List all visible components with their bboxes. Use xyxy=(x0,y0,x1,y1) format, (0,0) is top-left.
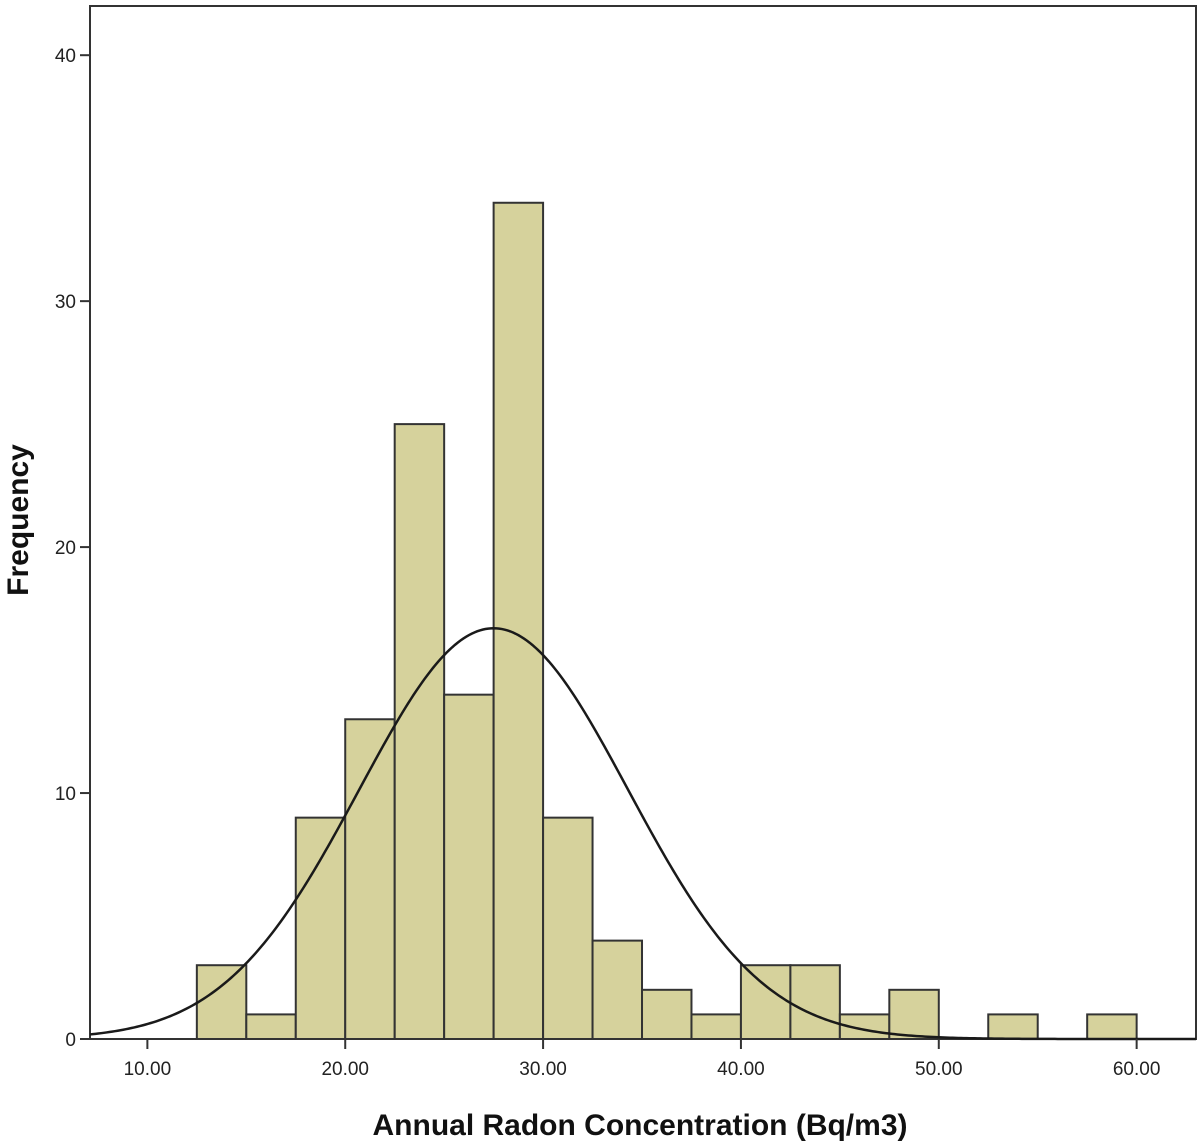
x-tick-label-1: 20.00 xyxy=(321,1059,369,1080)
histogram-bar-12 xyxy=(789,964,841,1041)
histogram-bar-14 xyxy=(888,988,940,1040)
y-tick-label-2: 20 xyxy=(55,538,76,559)
x-axis: 10.00 20.00 30.00 40.00 50.00 60.00 xyxy=(124,1039,1161,1080)
histogram-bar-1 xyxy=(245,1013,297,1041)
histogram-bar-16 xyxy=(1086,1013,1138,1041)
y-axis-title: Frequency xyxy=(2,444,35,596)
x-tick-label-3: 40.00 xyxy=(717,1059,765,1080)
bars-group xyxy=(195,201,1138,1041)
histogram-bar-8 xyxy=(591,939,644,1040)
histogram-bar-7 xyxy=(542,816,594,1041)
normal-curve xyxy=(89,627,1196,1041)
histogram-bar-4 xyxy=(393,423,446,1041)
histogram-bar-9 xyxy=(641,988,693,1040)
y-axis: 0 10 20 30 40 xyxy=(55,46,90,1051)
histogram-bar-10 xyxy=(690,1013,742,1041)
y-tick-label-3: 30 xyxy=(55,292,76,313)
histogram-bar-6 xyxy=(492,201,545,1040)
x-tick-label-0: 10.00 xyxy=(124,1059,172,1080)
histogram-bar-0 xyxy=(195,964,248,1041)
y-tick-label-0: 0 xyxy=(65,1030,76,1051)
x-tick-label-2: 30.00 xyxy=(519,1059,567,1080)
histogram-bar-2 xyxy=(294,816,347,1041)
y-tick-label-1: 10 xyxy=(55,784,76,805)
histogram-bar-3 xyxy=(344,718,396,1040)
x-tick-label-5: 60.00 xyxy=(1113,1059,1161,1080)
x-axis-title: Annual Radon Concentration (Bq/m3) xyxy=(373,1109,908,1142)
histogram-bar-11 xyxy=(739,964,792,1041)
x-tick-label-4: 50.00 xyxy=(915,1059,963,1080)
y-tick-label-4: 40 xyxy=(55,46,76,67)
plot-frame xyxy=(89,5,1197,1040)
histogram-bar-15 xyxy=(987,1013,1039,1041)
histogram-bar-5 xyxy=(443,693,495,1041)
